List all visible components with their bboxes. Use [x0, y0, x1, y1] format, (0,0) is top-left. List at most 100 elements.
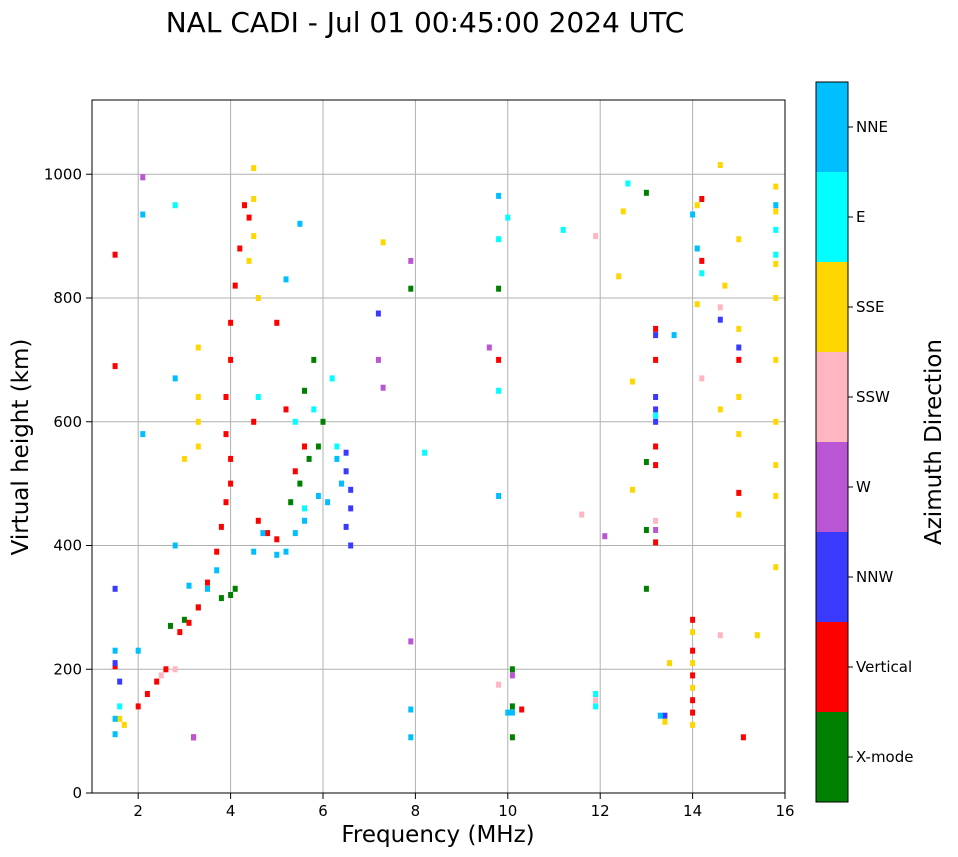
colorbar-segment-vertical	[816, 622, 848, 712]
data-point-vertical	[223, 499, 229, 506]
data-point-nne	[140, 431, 146, 438]
data-point-e	[329, 375, 335, 382]
colorbar-frame	[815, 81, 849, 803]
data-point-nne	[172, 375, 178, 382]
data-point-nne	[251, 548, 257, 555]
x-tick-label: 14	[683, 802, 702, 820]
data-point-vertical	[690, 672, 696, 679]
data-point-ssw	[717, 304, 723, 311]
data-point-vertical	[135, 703, 141, 710]
chart-title: NAL CADI - Jul 01 00:45:00 2024 UTC	[166, 6, 685, 39]
data-point-x-mode	[643, 189, 649, 196]
data-point-ssw	[579, 511, 585, 518]
data-point-x-mode	[218, 595, 224, 602]
data-point-nne	[773, 202, 779, 209]
data-point-x-mode	[496, 285, 502, 292]
data-point-vertical	[186, 619, 192, 626]
data-point-sse	[694, 202, 700, 209]
data-point-sse	[717, 406, 723, 413]
data-point-sse	[722, 282, 728, 289]
data-point-nne	[325, 499, 331, 506]
data-point-sse	[754, 632, 760, 639]
data-point-nne	[496, 493, 502, 499]
data-point-vertical	[283, 406, 289, 413]
data-point-nne	[505, 709, 511, 716]
data-point-sse	[773, 493, 779, 499]
data-point-w	[602, 533, 608, 540]
colorbar-segment-nnw	[816, 532, 848, 622]
colorbar-tick-label: SSE	[856, 298, 885, 316]
data-point-vertical	[292, 468, 298, 475]
data-point-nne	[671, 332, 677, 339]
data-point-x-mode	[509, 734, 515, 741]
data-point-x-mode	[181, 616, 187, 623]
colorbar-tick-label: SSW	[856, 388, 890, 406]
data-point-nne	[172, 542, 178, 549]
data-point-nne	[297, 220, 303, 227]
data-point-sse	[195, 394, 201, 400]
data-point-nne	[690, 211, 696, 218]
data-point-vertical	[302, 443, 307, 450]
colorbar-tick-label: X-mode	[856, 748, 913, 766]
data-point-sse	[717, 162, 723, 168]
y-axis-label: Virtual height (km)	[8, 339, 34, 556]
colorbar-segment-nne	[816, 82, 848, 172]
x-tick-label: 10	[498, 802, 517, 820]
data-point-e	[593, 703, 599, 710]
data-point-vertical	[177, 629, 183, 636]
data-point-vertical	[237, 245, 243, 252]
data-point-x-mode	[320, 418, 326, 425]
data-point-nne	[274, 551, 280, 558]
data-point-vertical	[653, 325, 659, 332]
data-point-vertical	[690, 647, 696, 654]
x-tick-label: 12	[591, 802, 610, 820]
data-point-x-mode	[509, 703, 515, 710]
data-point-sse	[773, 418, 779, 425]
plot-background	[92, 100, 785, 793]
data-point-e	[773, 226, 779, 233]
data-point-nnw	[653, 406, 659, 413]
data-point-vertical	[653, 462, 659, 469]
data-point-nnw	[653, 394, 659, 400]
data-point-nnw	[653, 418, 659, 425]
data-point-ssw	[653, 517, 659, 524]
data-point-w	[486, 344, 492, 351]
data-point-x-mode	[232, 585, 238, 592]
data-point-vertical	[205, 579, 210, 586]
data-point-x-mode	[311, 356, 317, 363]
data-point-w	[380, 384, 386, 391]
data-point-w	[191, 734, 197, 741]
data-point-sse	[251, 165, 257, 172]
data-point-vertical	[653, 356, 659, 363]
data-points	[112, 162, 779, 741]
data-point-vertical	[223, 394, 229, 400]
x-axis-label: Frequency (MHz)	[341, 822, 534, 848]
data-point-e	[593, 691, 599, 697]
data-point-nnw	[348, 486, 354, 493]
data-point-w	[140, 174, 146, 181]
plot-frame	[91, 99, 786, 794]
y-tick-label: 600	[53, 413, 82, 431]
x-tick-label: 2	[133, 802, 143, 820]
colorbar-tick-label: W	[856, 478, 871, 496]
data-point-e	[699, 270, 705, 277]
data-point-vertical	[112, 251, 118, 258]
colorbar-tick-label: Vertical	[856, 658, 912, 676]
data-point-sse	[620, 208, 626, 215]
data-point-sse	[690, 629, 696, 636]
data-point-nne	[112, 731, 118, 738]
data-point-sse	[773, 208, 779, 215]
colorbar-tick-label: NNW	[856, 568, 893, 586]
data-point-sse	[255, 295, 261, 301]
data-point-nnw	[736, 344, 742, 351]
data-point-vertical	[218, 523, 224, 530]
data-point-sse	[195, 443, 201, 450]
data-point-sse	[773, 183, 779, 190]
data-point-sse	[181, 455, 187, 462]
data-point-e	[496, 387, 502, 394]
data-point-nnw	[662, 712, 668, 719]
data-point-nnw	[343, 468, 349, 475]
data-point-nnw	[343, 523, 349, 530]
data-point-sse	[773, 295, 779, 301]
y-tick-label: 400	[53, 537, 82, 555]
